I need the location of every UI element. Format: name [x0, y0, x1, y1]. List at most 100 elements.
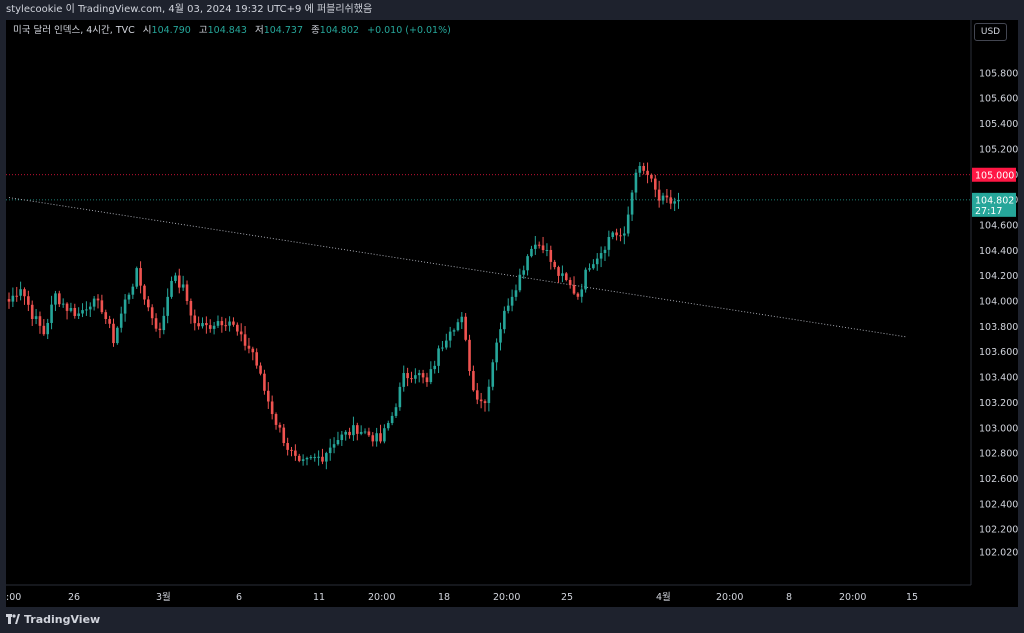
candle-body [394, 407, 398, 416]
candle-body [88, 306, 92, 310]
x-tick-label: 25 [561, 592, 573, 603]
candle-body [414, 375, 417, 379]
candle-body [85, 309, 88, 311]
candle-body [328, 447, 332, 454]
candle-body [537, 244, 541, 246]
candle-body [630, 192, 634, 215]
candle-body [38, 316, 42, 326]
candle-body [642, 165, 645, 171]
candle-body [634, 172, 638, 193]
candle-body [506, 305, 510, 311]
candle-body [263, 373, 266, 391]
candle-body [193, 315, 197, 324]
candle-body [433, 365, 436, 370]
candle-body [595, 258, 599, 265]
candle-body [564, 273, 568, 281]
candle-body [313, 457, 317, 459]
candle-body [638, 165, 642, 173]
candle-body [336, 440, 340, 445]
candle-body [259, 365, 262, 374]
candle-body [530, 248, 533, 257]
y-tick-label: 102.200 [979, 525, 1018, 536]
x-tick-label: 20:00 [368, 592, 395, 603]
candle-body [150, 307, 154, 319]
candle-body [170, 280, 173, 297]
candle-body [390, 415, 394, 424]
chart-canvas[interactable]: 105.800 105.600 105.400 105.200 105.000 104.8… [6, 20, 1018, 607]
close-label: 종 [311, 25, 320, 36]
candle-body [166, 296, 169, 316]
candle-body [294, 450, 297, 456]
high-value: 104.843 [207, 25, 247, 36]
candle-body [669, 197, 673, 204]
x-tick-label: 8 [786, 592, 792, 603]
y-tick-label: 104.600 [979, 220, 1018, 231]
candle-body [7, 299, 11, 302]
x-tick-label: 20:00 [716, 592, 743, 603]
candle-body [46, 322, 49, 335]
tradingview-brand[interactable]: TradingView [24, 613, 101, 626]
candle-body [119, 313, 123, 328]
candle-body [584, 269, 587, 290]
y-tick-label: 105.200 [979, 144, 1018, 155]
candle-body [158, 328, 162, 331]
last-price-tag [972, 192, 1016, 217]
candle-body [309, 457, 313, 459]
candle-body [50, 304, 53, 323]
candle-body [359, 431, 363, 434]
candle-body [673, 201, 676, 204]
candle-body [317, 456, 320, 458]
candle-body [599, 253, 603, 259]
currency-button[interactable]: USD [974, 23, 1007, 41]
candle-body [127, 294, 131, 300]
tradingview-logo-icon[interactable] [6, 614, 20, 626]
candle-body [487, 386, 491, 404]
candle-body [510, 296, 514, 306]
candle-body [522, 270, 526, 275]
candle-body [677, 199, 680, 202]
candle-body [534, 244, 537, 249]
x-tick-label: 6 [236, 592, 242, 603]
candle-body [301, 459, 305, 461]
candle-body [646, 170, 649, 175]
candle-body [661, 195, 665, 201]
candle-body [65, 303, 69, 311]
candle-body [665, 195, 669, 198]
chart-panel[interactable]: 105.800 105.600 105.400 105.200 105.000 104.8… [6, 20, 1018, 607]
candle-body [479, 399, 483, 402]
candle-body [305, 457, 309, 460]
candle-body [603, 249, 607, 254]
candle-body [561, 273, 564, 276]
candle-body [185, 284, 189, 301]
candle-body [116, 327, 119, 344]
candle-body [344, 431, 347, 435]
y-tick-label: 103.200 [979, 398, 1018, 409]
y-tick-label: 104.000 [979, 297, 1018, 308]
candle-body [518, 274, 522, 291]
y-tick-label: 103.800 [979, 322, 1018, 333]
x-tick-label: 20:00 [839, 592, 866, 603]
candle-body [514, 290, 518, 297]
candle-body [383, 428, 386, 442]
candle-body [73, 307, 77, 316]
candle-body [239, 331, 243, 335]
candle-body [588, 268, 591, 270]
y-tick-label: 105.600 [979, 94, 1018, 105]
candle-body [367, 431, 371, 436]
candle-body [545, 249, 549, 251]
candle-body [205, 323, 208, 326]
candle-body [19, 289, 22, 296]
candle-body [147, 299, 150, 308]
candle-body [549, 249, 553, 262]
candle-body [135, 268, 139, 287]
candle-body [123, 299, 127, 314]
countdown-label: 27:17 [975, 206, 1002, 217]
x-tick-label: 20:00 [493, 592, 520, 603]
candle-body [290, 449, 293, 451]
candle-body [441, 347, 444, 349]
candle-body [475, 390, 479, 400]
candle-body [77, 313, 80, 316]
candle-body [653, 178, 657, 190]
symbol-name[interactable]: 미국 달러 인덱스, 4시간, TVC [13, 25, 135, 36]
high-label: 고 [198, 25, 208, 36]
